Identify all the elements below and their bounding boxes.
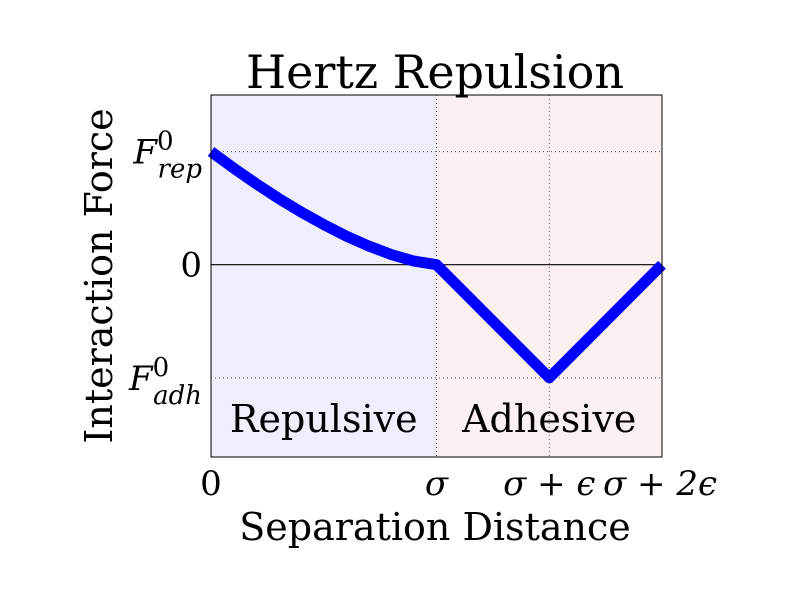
region-labels: Repulsive Adhesive: [230, 397, 637, 441]
x-axis-label: Separation Distance: [239, 505, 630, 549]
y-axis-label: Interaction Force: [77, 108, 121, 443]
region-label-adhesive: Adhesive: [461, 397, 636, 441]
y-tick-label: F0 adh: [128, 353, 202, 411]
region-label-repulsive: Repulsive: [230, 397, 418, 441]
series-layer: [207, 147, 666, 384]
x-tick-label: σ: [425, 464, 449, 504]
y-tick-label: 0: [180, 246, 202, 286]
x-tick-label: σ + 2ϵ: [603, 464, 717, 504]
y-tick-labels: F0 rep 0 F0 adh: [128, 127, 202, 411]
x-tick-label: 0: [200, 464, 222, 504]
grid-layer: [211, 95, 662, 457]
y-tick-label: F0 rep: [132, 127, 202, 185]
region-repulsive: [211, 95, 437, 457]
x-tick-label: σ + ϵ: [503, 464, 595, 504]
chart-title: Hertz Repulsion: [246, 45, 624, 99]
plot-frame: [210, 94, 663, 458]
force-curve: [207, 147, 666, 384]
